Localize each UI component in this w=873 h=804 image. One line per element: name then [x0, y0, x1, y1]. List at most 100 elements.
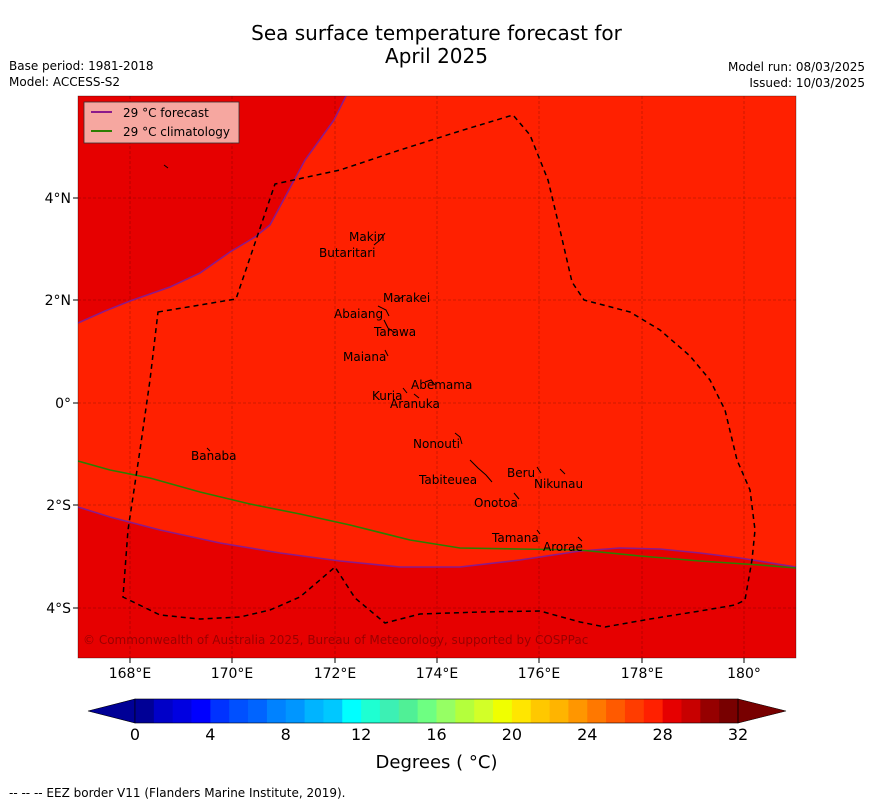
colorbar-segment — [153, 699, 174, 723]
colorbar-segment — [436, 699, 456, 723]
island-label: Tabiteuea — [418, 473, 477, 487]
colorbar-segment — [681, 699, 701, 723]
colorbar-segment — [549, 699, 569, 723]
model-run: Model run: 08/03/2025 — [727, 60, 865, 74]
lon-tick-label: 172°E — [314, 666, 357, 682]
island-label: Nikunau — [534, 477, 583, 491]
colorbar-segment — [304, 699, 324, 723]
lon-tick-label: 170°E — [211, 666, 254, 682]
island-label: Arorae — [543, 540, 583, 554]
run-info: Model run: 08/03/2025 Issued: 10/03/2025 — [728, 59, 865, 91]
colorbar-tick-label: 4 — [205, 725, 215, 744]
colorbar-segment — [455, 699, 475, 723]
colorbar-high-extend — [737, 698, 787, 724]
colorbar-segment — [248, 699, 268, 723]
colorbar-low-extend — [87, 698, 136, 724]
hot-sst-region-south — [78, 507, 796, 658]
colorbar-tick-label: 8 — [281, 725, 291, 744]
island-label: Makin — [349, 230, 385, 244]
colorbar-segment — [662, 699, 682, 723]
island-label: Abaiang — [334, 307, 383, 321]
lat-tick-label: 0° — [55, 396, 71, 412]
colorbar-segment — [135, 699, 155, 723]
colorbar-tick-label: 0 — [130, 725, 140, 744]
colorbar-outline — [134, 698, 739, 724]
title-line-1: Sea surface temperature forecast for — [251, 21, 622, 45]
colorbar-segment — [285, 699, 305, 723]
lat-tick-label: 2°S — [46, 498, 71, 514]
island-label: Kuria — [372, 389, 403, 403]
map-field — [78, 96, 796, 658]
island-label: Abemama — [411, 378, 472, 392]
colorbar-segment — [172, 699, 192, 723]
colorbar-segment — [361, 699, 381, 723]
island-label: Aranuka — [390, 397, 440, 411]
island-label: Butaritari — [319, 246, 376, 260]
colorbar-segment — [379, 699, 400, 723]
lon-tick-label: 180° — [727, 666, 761, 682]
colorbar-label: Degrees ( °C) — [375, 752, 498, 773]
colorbar-tick-label: 12 — [351, 725, 371, 744]
title-line-2: April 2025 — [385, 44, 488, 68]
colorbar-segment — [606, 699, 626, 723]
issued-date: Issued: 10/03/2025 — [749, 76, 865, 90]
colorbar-tick-label: 16 — [426, 725, 446, 744]
colorbar-segment — [229, 699, 249, 723]
lat-tick-label: 4°N — [45, 191, 71, 207]
colorbar — [87, 698, 787, 724]
lat-tick-label: 2°N — [45, 293, 71, 309]
lon-tick-label: 176°E — [518, 666, 561, 682]
lon-tick-label: 168°E — [109, 666, 152, 682]
island-label: Tarawa — [373, 325, 416, 339]
colorbar-segment — [191, 699, 211, 723]
colorbar-tick-label: 24 — [577, 725, 597, 744]
island-shapes — [163, 164, 583, 542]
colorbar-segment — [511, 699, 532, 723]
legend-forecast-label: 29 °C forecast — [123, 106, 209, 120]
colorbar-tick-label: 20 — [502, 725, 522, 744]
climatology-29c-contour — [78, 460, 796, 569]
copyright-text: © Commonwealth of Australia 2025, Bureau… — [83, 633, 588, 647]
legend-box: 29 °C forecast 29 °C climatology — [83, 101, 240, 144]
hot-sst-region-northwest — [78, 96, 346, 323]
colorbar-segment — [568, 699, 588, 723]
lon-tick-label: 174°E — [416, 666, 459, 682]
legend-climatology-label: 29 °C climatology — [123, 125, 230, 139]
island-label: Banaba — [191, 449, 237, 463]
colorbar-segment — [266, 699, 287, 723]
colorbar-segment — [643, 699, 664, 723]
colorbar-tick-label: 28 — [652, 725, 672, 744]
colorbar-segment — [530, 699, 550, 723]
island-label: Onotoa — [474, 496, 518, 510]
eez-footnote: -- -- -- EEZ border V11 (Flanders Marine… — [9, 786, 346, 800]
model-name: Model: ACCESS-S2 — [9, 75, 121, 89]
island-label: Marakei — [383, 291, 430, 305]
longitude-axis: 168°E 170°E 172°E 174°E 176°E 178°E 180° — [109, 658, 761, 682]
forecast-29c-contour-south — [78, 506, 796, 568]
colorbar-segment — [624, 699, 645, 723]
island-label: Nonouti — [413, 437, 460, 451]
colorbar-segment — [719, 699, 739, 723]
latitude-axis: 4°N 2°N 0° 2°S 4°S — [45, 191, 78, 617]
colorbar-segment — [210, 699, 230, 723]
colorbar-segment — [474, 699, 494, 723]
map-title: Sea surface temperature forecast for Apr… — [0, 22, 873, 68]
gridlines — [78, 96, 796, 658]
colorbar-segment — [587, 699, 607, 723]
model-info: Base period: 1981-2018 Model: ACCESS-S2 — [9, 58, 154, 90]
colorbar-segment — [398, 699, 419, 723]
lon-tick-label: 178°E — [621, 666, 664, 682]
island-label: Maiana — [343, 350, 386, 364]
colorbar-segment — [323, 699, 343, 723]
colorbar-tick-label: 32 — [728, 725, 748, 744]
colorbar-ticks: 0 4 8 12 16 20 24 28 32 — [130, 725, 748, 744]
colorbar-segment — [700, 699, 720, 723]
lat-tick-label: 4°S — [46, 601, 71, 617]
base-period: Base period: 1981-2018 — [9, 59, 154, 73]
forecast-29c-contour-north — [78, 96, 347, 324]
island-label: Beru — [507, 466, 535, 480]
colorbar-segment — [342, 699, 362, 723]
island-label: Tamana — [491, 531, 539, 545]
